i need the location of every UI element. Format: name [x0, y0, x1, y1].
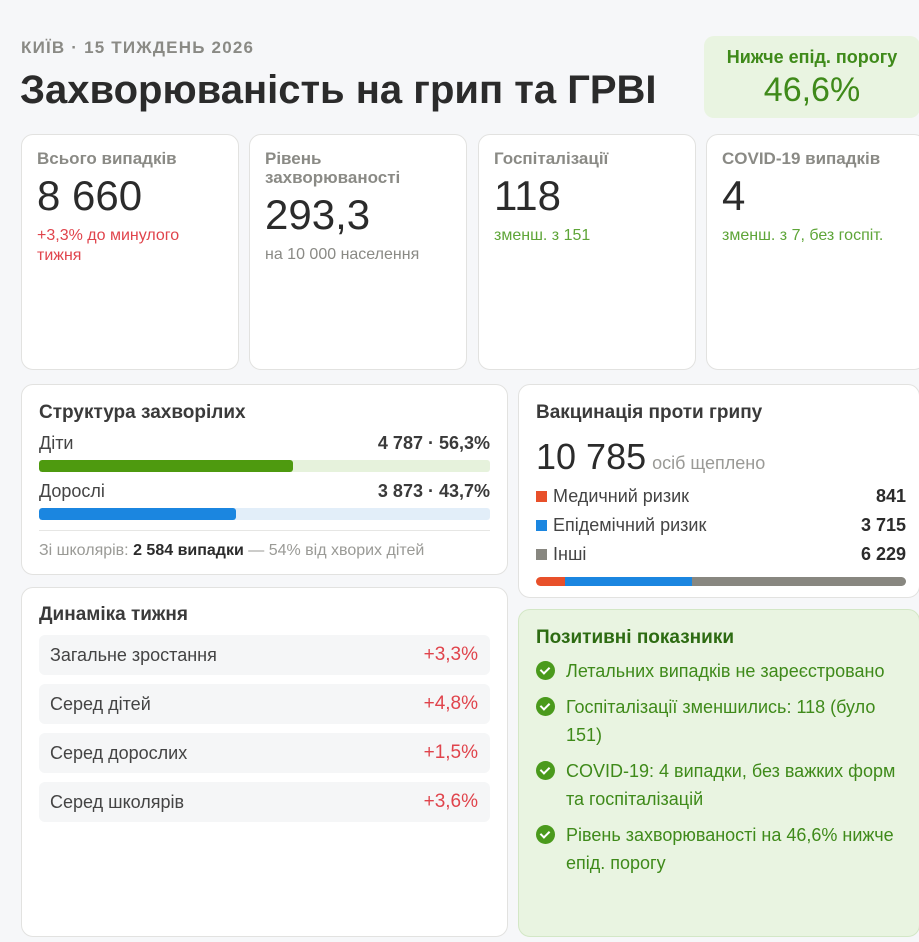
section-title: Структура захворілих	[39, 402, 246, 423]
stat-value: 293,3	[265, 191, 371, 238]
adults-progress-bar	[39, 508, 490, 520]
stat-card-covid-cases: COVID-19 випадків 4 зменш. з 7, без госп…	[706, 134, 919, 370]
vaccination-stacked-bar	[536, 577, 906, 586]
stat-card-total-cases: Всього випадків 8 660 +3,3% до минулого …	[21, 134, 239, 370]
page-title: Захворюваність на грип та ГРВІ	[20, 68, 657, 112]
row-label: Загальне зростання	[50, 644, 217, 665]
note-count: 2 584 випадки	[133, 542, 244, 559]
stat-value: 118	[494, 172, 561, 219]
threshold-badge: Нижче епід. порогу 46,6%	[704, 36, 919, 118]
total-unit: осіб щеплено	[652, 453, 766, 473]
dynamics-row: Серед дорослих +1,5%	[39, 733, 490, 773]
progress-fill	[39, 508, 237, 520]
legend-swatch-icon	[536, 491, 547, 502]
vacc-group-epidemic: Епідемічний ризик 3 715	[536, 514, 906, 536]
row-label: Серед школярів	[50, 791, 185, 812]
row-label: Діти	[39, 433, 74, 453]
section-title: Вакцинація проти грипу	[536, 402, 763, 423]
row-label: Серед дітей	[50, 693, 151, 714]
progress-fill	[39, 460, 293, 472]
stat-card-hospitalizations: Госпіталізації 118 зменш. з 151	[478, 134, 696, 370]
row-label: Серед дорослих	[50, 742, 188, 763]
structure-row-children: Діти 4 787 · 56,3%	[39, 433, 490, 454]
item-text: Рівень захворюваності на 46,6% нижче епі…	[566, 825, 894, 873]
check-circle-icon	[536, 761, 555, 780]
positive-item: Госпіталізації зменшились: 118 (було 151…	[536, 693, 904, 749]
group-label: Епідемічний ризик	[553, 515, 707, 535]
stacked-bar-segment	[692, 577, 906, 586]
section-title: Позитивні показники	[536, 627, 735, 648]
stat-change: зменш. з 7, без госпіт.	[722, 227, 884, 244]
row-value: +1,5%	[423, 742, 478, 763]
children-progress-bar	[39, 460, 490, 472]
threshold-value: 46,6%	[763, 71, 861, 109]
total-value: 10 785	[536, 436, 647, 477]
stat-change: +3,3% до минулого тижня	[37, 227, 180, 264]
check-circle-icon	[536, 661, 555, 680]
note-prefix: Зі школярів:	[39, 542, 134, 559]
row-value: 3 873 · 43,7%	[377, 481, 490, 501]
row-value: +4,8%	[423, 693, 478, 714]
stat-value: 8 660	[37, 172, 143, 219]
group-label: Медичний ризик	[553, 486, 690, 506]
threshold-label: Нижче епід. порогу	[726, 47, 898, 67]
dynamics-row: Серед дітей +4,8%	[39, 684, 490, 724]
stat-label: COVID-19 випадків	[722, 149, 881, 168]
patient-structure-card: Структура захворілих Діти 4 787 · 56,3% …	[21, 384, 508, 575]
row-label: Дорослі	[39, 481, 105, 501]
positive-item: Летальних випадків не зареєстровано	[536, 657, 904, 685]
schoolchildren-note: Зі школярів: 2 584 випадки — 54% від хво…	[39, 530, 490, 560]
positive-item: COVID-19: 4 випадки, без важких форм та …	[536, 757, 904, 813]
stat-card-incidence-rate: Рівень захворюваності 293,3 на 10 000 на…	[249, 134, 467, 370]
group-value: 841	[875, 486, 906, 506]
group-value: 3 715	[860, 515, 906, 535]
row-value: +3,6%	[423, 791, 478, 812]
row-value: +3,3%	[423, 644, 478, 665]
dynamics-row: Загальне зростання +3,3%	[39, 635, 490, 675]
stat-unit: на 10 000 населення	[265, 246, 420, 263]
legend-swatch-icon	[536, 520, 547, 531]
item-text: Госпіталізації зменшились: 118 (було 151…	[566, 697, 876, 745]
stat-label: Госпіталізації	[494, 149, 609, 168]
stat-label: Рівень захворюваності	[265, 149, 401, 187]
stat-change: зменш. з 151	[494, 227, 591, 244]
dynamics-row: Серед школярів +3,6%	[39, 782, 490, 822]
vaccinated-total: 10 785 осіб щеплено	[536, 436, 906, 478]
vacc-group-medical: Медичний ризик 841	[536, 485, 906, 507]
positive-item: Рівень захворюваності на 46,6% нижче епі…	[536, 821, 904, 877]
check-circle-icon	[536, 825, 555, 844]
stat-value: 4	[722, 172, 746, 219]
location-week-label: КИЇВ · 15 ТИЖДЕНЬ 2026	[21, 38, 255, 57]
item-text: Летальних випадків не зареєстровано	[566, 661, 885, 681]
note-suffix: — 54% від хворих дітей	[243, 542, 425, 559]
stat-label: Всього випадків	[37, 149, 177, 168]
section-title: Динаміка тижня	[39, 604, 188, 625]
group-value: 6 229	[860, 544, 906, 564]
vaccination-card: Вакцинація проти грипу 10 785 осіб щеплен…	[518, 384, 919, 598]
vacc-group-other: Інші 6 229	[536, 543, 906, 565]
check-circle-icon	[536, 697, 555, 716]
weekly-dynamics-card: Динаміка тижня Загальне зростання +3,3% С…	[21, 587, 508, 937]
structure-row-adults: Дорослі 3 873 · 43,7%	[39, 481, 490, 502]
legend-swatch-icon	[536, 549, 547, 560]
item-text: COVID-19: 4 випадки, без важких форм та …	[566, 761, 896, 809]
row-value: 4 787 · 56,3%	[377, 433, 490, 453]
stacked-bar-segment	[564, 577, 693, 586]
stacked-bar-segment	[536, 577, 565, 586]
positive-indicators-card: Позитивні показники Летальних випадків н…	[518, 609, 919, 937]
group-label: Інші	[553, 544, 587, 564]
